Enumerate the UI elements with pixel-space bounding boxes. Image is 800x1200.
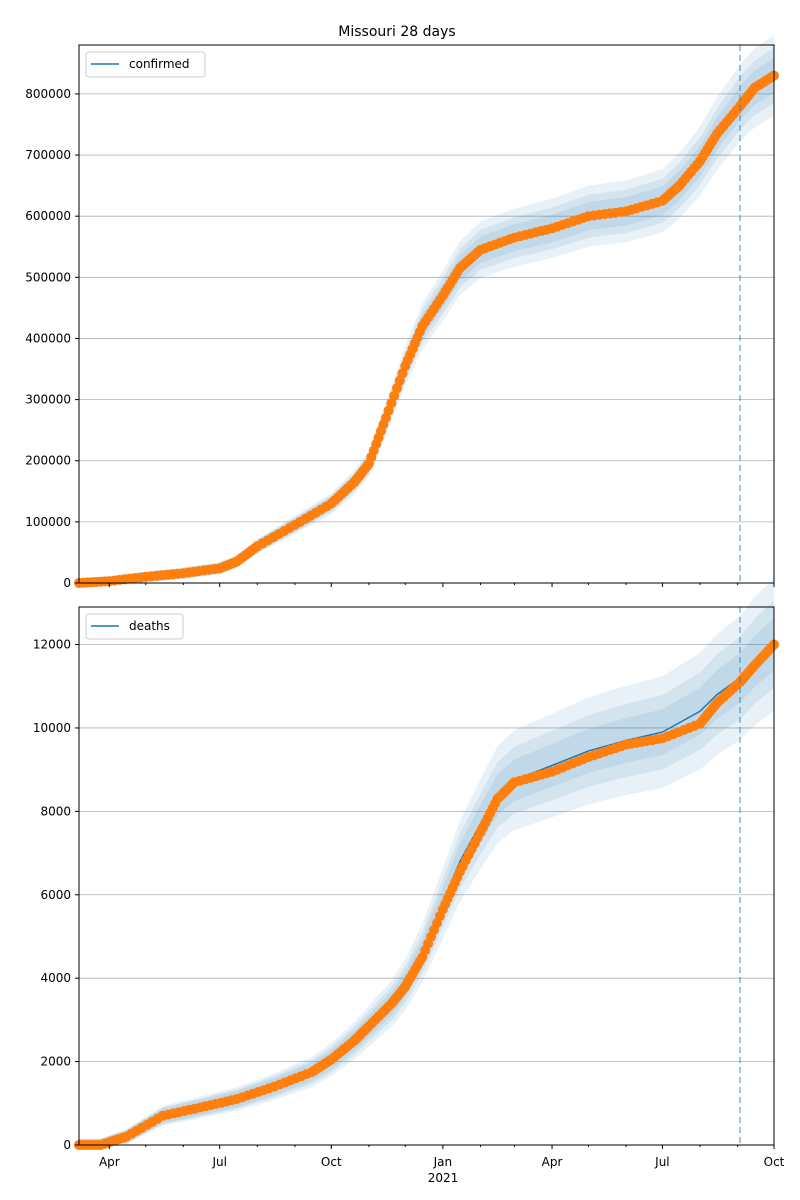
deaths-legend: deaths	[85, 613, 184, 640]
deaths-y-tick-label: 6000	[40, 888, 71, 902]
confirmed-y-tick-label: 100000	[25, 515, 71, 529]
confirmed-y-tick-label: 800000	[25, 87, 71, 101]
x-tick-label: Jul	[211, 1155, 226, 1169]
confirmed-y-tick-label: 0	[63, 576, 71, 590]
confirmed-y-tick-label: 700000	[25, 148, 71, 162]
deaths-axes-frame	[78, 606, 775, 1146]
chart-title: Missouri 28 days	[338, 24, 455, 40]
deaths-uncertainty-band	[79, 578, 774, 1145]
confirmed-panel: 0 100000 200000 300000 400000 500000 600000 700…	[25, 35, 779, 590]
x-tick-label: Apr	[542, 1155, 563, 1169]
confirmed-legend-box	[85, 51, 206, 78]
deaths-uncertainty-band	[79, 600, 774, 1145]
confirmed-legend-label: confirmed	[129, 57, 190, 71]
x-year-label: 2021	[428, 1171, 459, 1185]
deaths-legend-box	[85, 613, 184, 640]
deaths-y-tick-label: 12000	[33, 638, 71, 652]
deaths-y-tick-label: 4000	[40, 971, 71, 985]
confirmed-observed-point	[389, 390, 400, 401]
deaths-panel: 0 2000 4000 6000 8000 10000 12000 deaths	[33, 578, 779, 1152]
x-tick-label: Jul	[654, 1155, 669, 1169]
confirmed-y-tick-label: 300000	[25, 393, 71, 407]
confirmed-y-tick-label: 200000	[25, 454, 71, 468]
confirmed-y-tick-label: 600000	[25, 209, 71, 223]
deaths-y-tick-label: 8000	[40, 804, 71, 818]
x-tick-label: Apr	[99, 1155, 120, 1169]
deaths-y-tick-label: 10000	[33, 721, 71, 735]
confirmed-uncertainty-band	[79, 35, 774, 583]
deaths-y-tick-label: 2000	[40, 1055, 71, 1069]
x-tick-label: Oct	[321, 1155, 342, 1169]
deaths-y-tick-label: 0	[63, 1138, 71, 1152]
confirmed-y-tick-label: 500000	[25, 270, 71, 284]
confirmed-y-tick-label: 400000	[25, 331, 71, 345]
x-tick-label: Oct	[764, 1155, 785, 1169]
confirmed-axes-frame	[78, 44, 775, 584]
deaths-legend-label: deaths	[129, 619, 170, 633]
confirmed-legend: confirmed	[85, 51, 206, 78]
x-tick-label: Jan	[433, 1155, 453, 1169]
